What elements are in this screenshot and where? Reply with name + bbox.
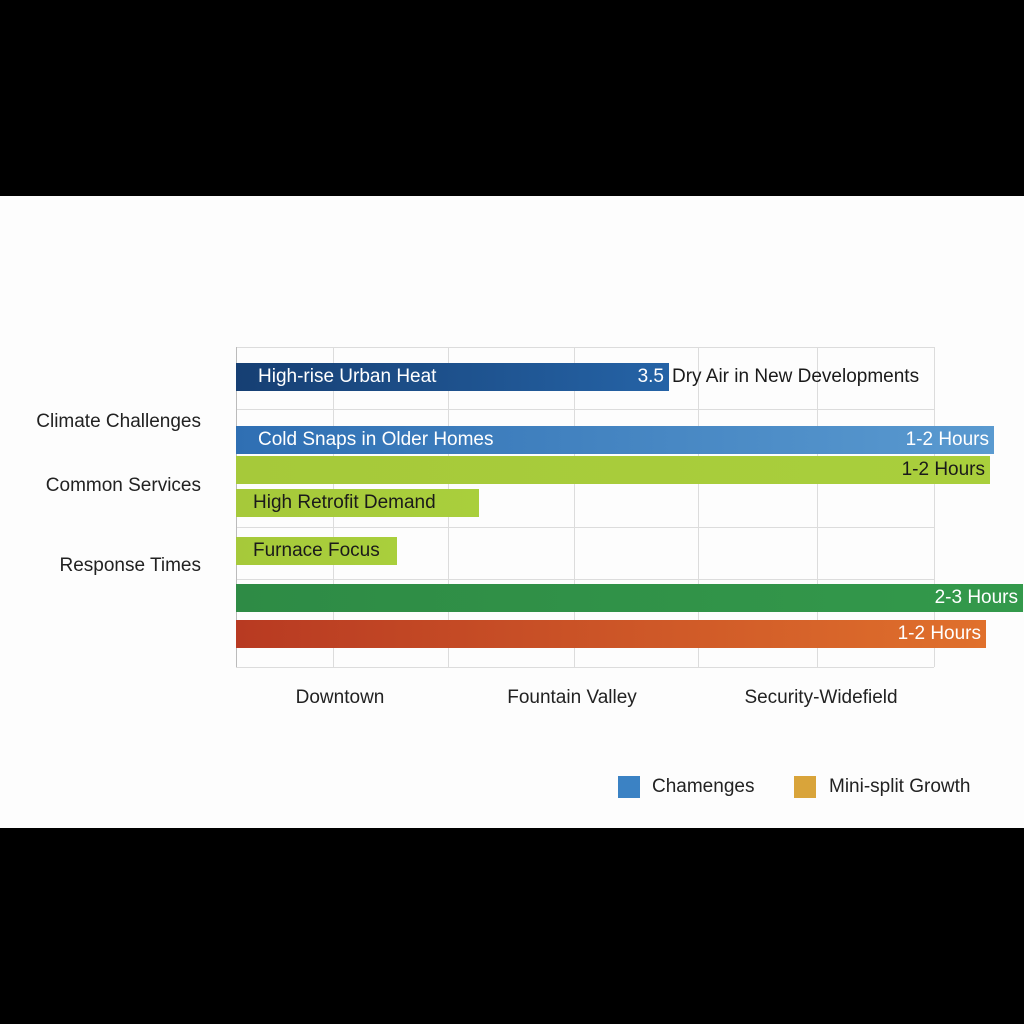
y-label-response-times: Response Times [59,555,201,576]
legend-label-chamenges: Chamenges [652,776,755,797]
legend-swatch-chamenges [618,776,640,798]
bar-value-label: 3.5 [637,366,664,387]
grid-line-vertical [817,347,818,667]
x-label-security-widefield: Security-Widefield [744,687,898,708]
bar-label: Furnace Focus [253,540,380,561]
bar: 2-3 Hours [236,584,1023,612]
grid-line-vertical [574,347,575,667]
legend-label-mini-split-growth: Mini-split Growth [829,776,971,797]
bar-label: Cold Snaps in Older Homes [258,429,494,450]
bar-outside-label: Dry Air in New Developments [672,366,920,387]
bar-value-label: 1-2 Hours [901,459,985,480]
y-label-climate-challenges: Climate Challenges [36,411,201,432]
y-label-common-services: Common Services [45,475,201,496]
grid-line-horizontal [236,527,934,528]
bar-value-label: 1-2 Hours [905,429,989,450]
bar-value-label: 1-2 Hours [897,623,981,644]
x-label-downtown: Downtown [295,687,385,708]
chart-panel [0,196,1024,828]
x-label-fountain-valley: Fountain Valley [507,687,637,708]
bar-value-label: 2-3 Hours [934,587,1018,608]
grid-line-horizontal [236,579,934,580]
bar-label: High-rise Urban Heat [258,366,437,387]
bar: 1-2 Hours [236,620,986,648]
bar: Furnace Focus [236,537,397,565]
bar: Cold Snaps in Older Homes 1-2 Hours [236,426,994,454]
bar: High-rise Urban Heat 3.5 [236,363,669,391]
grid-line-vertical [934,347,935,667]
bar-label: High Retrofit Demand [253,492,436,513]
grid-line-horizontal [236,667,934,668]
legend-swatch-mini-split-growth [794,776,816,798]
grid-line-horizontal [236,409,934,410]
bar: High Retrofit Demand [236,489,479,517]
grid-line-vertical [698,347,699,667]
bar: 1-2 Hours [236,456,990,484]
grid-line-horizontal [236,347,934,348]
